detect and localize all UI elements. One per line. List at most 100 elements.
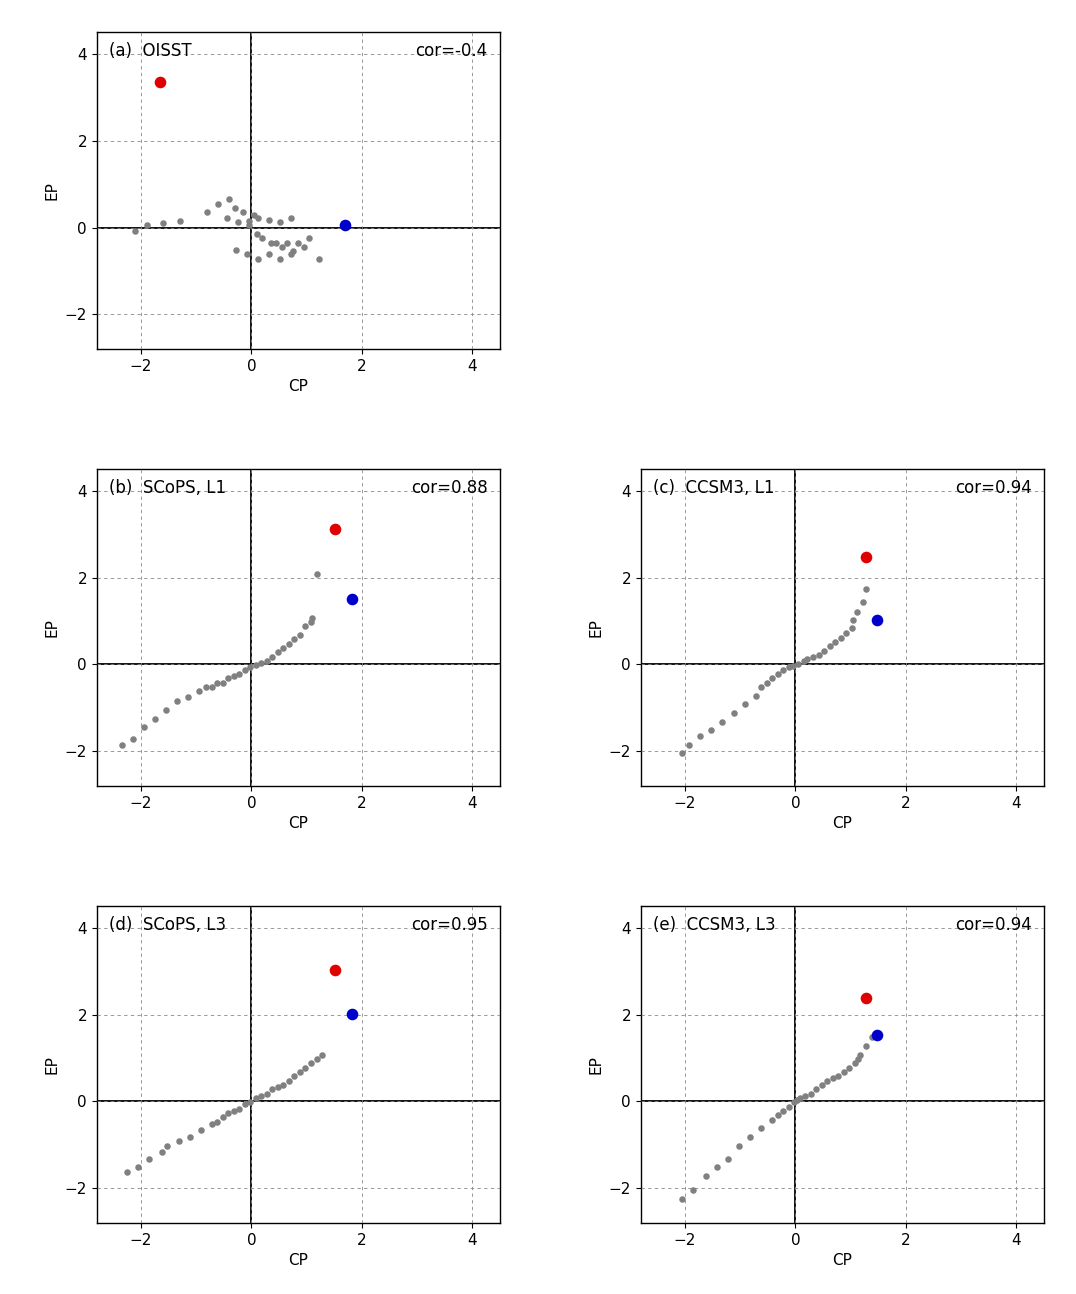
Point bbox=[198, 677, 215, 697]
Point bbox=[152, 72, 169, 93]
Point bbox=[308, 564, 325, 585]
Point bbox=[775, 1101, 792, 1122]
Point bbox=[245, 204, 263, 225]
Point bbox=[214, 673, 231, 694]
Point bbox=[303, 607, 321, 628]
Text: (a)  OISST: (a) OISST bbox=[109, 41, 192, 60]
Point bbox=[258, 1083, 275, 1104]
Point bbox=[203, 677, 221, 697]
Point bbox=[250, 248, 267, 269]
Point bbox=[780, 657, 797, 678]
Point bbox=[791, 1087, 808, 1108]
Point bbox=[279, 233, 296, 254]
Point bbox=[868, 609, 886, 630]
Point bbox=[226, 198, 243, 219]
Point bbox=[247, 1087, 265, 1108]
Point bbox=[752, 677, 769, 697]
Point bbox=[253, 652, 270, 673]
Point bbox=[819, 1070, 836, 1091]
Point bbox=[769, 664, 787, 685]
Point bbox=[821, 635, 838, 656]
Point bbox=[268, 233, 285, 254]
Point bbox=[260, 210, 278, 230]
Point bbox=[741, 1127, 759, 1148]
Point bbox=[230, 1099, 247, 1119]
Y-axis label: EP: EP bbox=[44, 1055, 59, 1074]
Point bbox=[343, 1003, 360, 1024]
Point bbox=[830, 1066, 847, 1087]
Point bbox=[225, 666, 242, 687]
Point bbox=[297, 1057, 314, 1078]
Y-axis label: EP: EP bbox=[589, 619, 604, 637]
Point bbox=[796, 1086, 813, 1106]
Point bbox=[209, 673, 226, 694]
Point bbox=[752, 1118, 769, 1139]
Point bbox=[170, 1131, 187, 1152]
Point bbox=[129, 1157, 146, 1178]
Point bbox=[127, 221, 144, 242]
Point bbox=[302, 1053, 320, 1074]
Point bbox=[826, 631, 844, 652]
Point bbox=[159, 1135, 176, 1156]
Text: (e)  CCSM3, L3: (e) CCSM3, L3 bbox=[653, 916, 776, 934]
Point bbox=[250, 207, 267, 228]
Point bbox=[155, 212, 172, 233]
Point bbox=[674, 1189, 691, 1210]
Point bbox=[146, 708, 164, 729]
Point bbox=[286, 629, 303, 650]
Point bbox=[118, 1161, 136, 1181]
Y-axis label: EP: EP bbox=[44, 619, 59, 637]
Point bbox=[229, 212, 246, 233]
Point bbox=[230, 664, 247, 685]
Point bbox=[154, 1141, 171, 1162]
Point bbox=[190, 681, 208, 701]
Point bbox=[684, 1180, 702, 1201]
Point bbox=[138, 215, 155, 236]
Point bbox=[242, 657, 259, 678]
X-axis label: CP: CP bbox=[288, 1253, 308, 1268]
Point bbox=[284, 241, 301, 261]
Point bbox=[264, 646, 281, 666]
Point bbox=[236, 660, 253, 681]
Point bbox=[847, 1053, 864, 1074]
Point bbox=[180, 687, 197, 708]
Point bbox=[192, 1121, 209, 1141]
Point bbox=[758, 673, 775, 694]
Point bbox=[337, 215, 354, 236]
Point bbox=[310, 248, 327, 269]
Text: (d)  SCoPS, L3: (d) SCoPS, L3 bbox=[109, 916, 226, 934]
Y-axis label: EP: EP bbox=[589, 1055, 604, 1074]
Point bbox=[780, 1096, 797, 1117]
Point bbox=[209, 1112, 226, 1132]
Point bbox=[214, 1108, 231, 1128]
Text: cor=-0.4: cor=-0.4 bbox=[415, 41, 487, 60]
Point bbox=[343, 589, 360, 609]
Point bbox=[247, 655, 265, 675]
Point bbox=[253, 1086, 270, 1106]
Point bbox=[292, 1061, 309, 1082]
Point bbox=[868, 1025, 886, 1046]
Point bbox=[281, 633, 298, 653]
Point bbox=[263, 233, 280, 254]
Point bbox=[289, 233, 307, 254]
Text: cor=0.95: cor=0.95 bbox=[411, 916, 487, 934]
Point bbox=[240, 211, 257, 232]
Point bbox=[286, 1066, 303, 1087]
Point bbox=[816, 641, 833, 661]
Point bbox=[254, 228, 271, 248]
Point bbox=[835, 1061, 852, 1082]
Point bbox=[113, 734, 130, 754]
Point bbox=[236, 1093, 253, 1114]
Point bbox=[837, 622, 854, 643]
Point bbox=[249, 224, 266, 245]
Point bbox=[292, 625, 309, 646]
Point bbox=[168, 691, 185, 712]
Point bbox=[808, 1079, 825, 1100]
Point bbox=[227, 239, 244, 260]
Point bbox=[181, 1127, 198, 1148]
Point bbox=[849, 602, 866, 622]
Point bbox=[681, 734, 698, 754]
Point bbox=[849, 1048, 866, 1069]
Point bbox=[832, 628, 849, 648]
Text: (b)  SCoPS, L1: (b) SCoPS, L1 bbox=[109, 479, 226, 497]
